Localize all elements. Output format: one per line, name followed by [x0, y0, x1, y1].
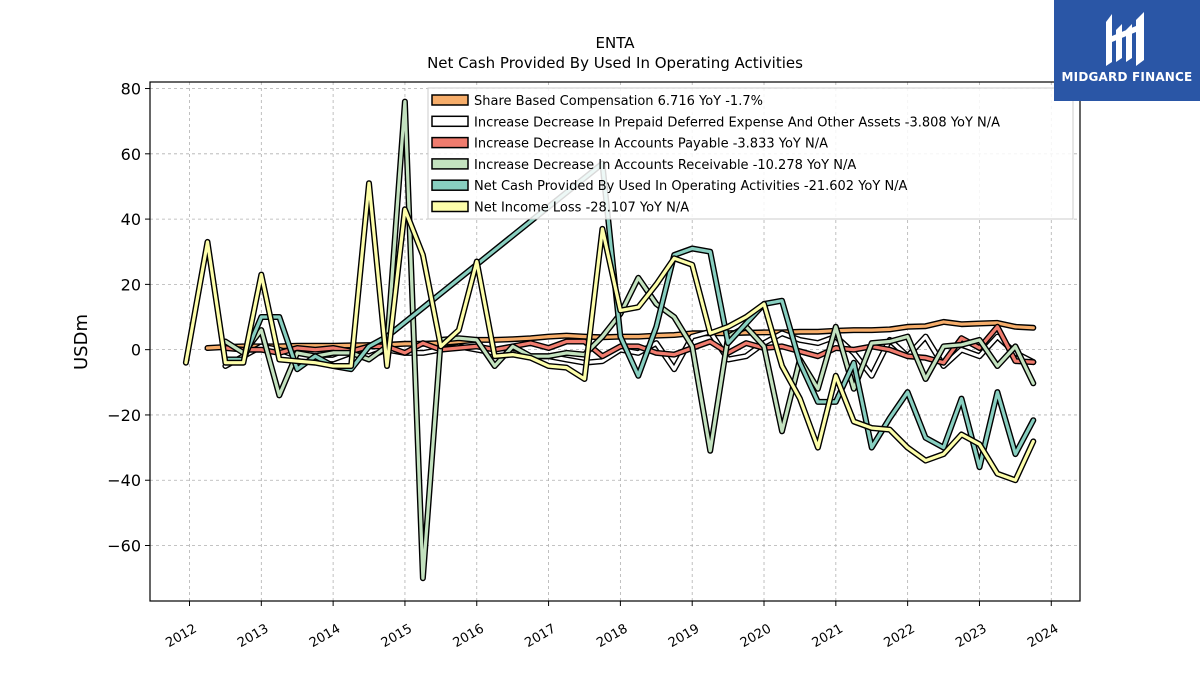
x-tick-label: 2018	[594, 621, 630, 651]
y-tick-label: 0	[131, 341, 141, 360]
chart-subtitle: Net Cash Provided By Used In Operating A…	[427, 54, 803, 72]
y-tick-label: 40	[121, 210, 141, 229]
legend-swatch	[431, 158, 469, 170]
y-tick-label: −60	[107, 537, 141, 556]
x-tick-label: 2019	[666, 621, 702, 651]
legend-box	[427, 87, 1074, 220]
series-line	[184, 181, 1035, 482]
x-tick-label: 2016	[451, 621, 487, 651]
x-tick-label: 2024	[1025, 621, 1061, 651]
legend-swatch	[431, 94, 469, 106]
brand-name: MIDGARD FINANCE	[1061, 70, 1193, 84]
legend-entry: Net Cash Provided By Used In Operating A…	[474, 179, 908, 194]
y-tick-label: 80	[121, 80, 141, 99]
brand-logo: MIDGARD FINANCE	[1054, 0, 1200, 101]
x-tick-label: 2012	[163, 621, 199, 651]
x-tick-label: 2017	[522, 621, 558, 651]
legend-entry: Net Income Loss -28.107 YoY N/A	[474, 201, 689, 216]
x-tick-label: 2015	[379, 621, 415, 651]
y-axis-label: USDm	[71, 314, 92, 370]
x-tick-label: 2022	[881, 621, 917, 651]
x-tick-label: 2023	[953, 621, 989, 651]
plot-frame	[149, 81, 1081, 602]
legend-entry: Increase Decrease In Accounts Payable -3…	[474, 137, 828, 152]
y-tick-label: 20	[121, 275, 141, 294]
legend: Share Based Compensation 6.716 YoY -1.7%…	[427, 87, 1074, 220]
x-tick-label: 2013	[235, 621, 271, 651]
legend-swatch	[431, 136, 469, 149]
x-tick-label: 2014	[307, 621, 343, 651]
legend-swatch	[431, 179, 469, 191]
y-tick-label: −20	[107, 406, 141, 425]
legend-swatch	[431, 200, 469, 213]
legend-entry: Increase Decrease In Accounts Receivable…	[474, 158, 856, 173]
legend-swatch	[431, 115, 469, 128]
chart-title: ENTA	[596, 34, 636, 52]
legend-entry: Increase Decrease In Prepaid Deferred Ex…	[474, 115, 1000, 130]
series-line	[223, 325, 1035, 365]
legend-entry: Share Based Compensation 6.716 YoY -1.7%	[474, 94, 763, 109]
logo-mark-icon	[1106, 12, 1144, 66]
x-tick-label: 2020	[738, 621, 774, 651]
x-tick-label: 2021	[810, 621, 846, 651]
y-tick-label: −40	[107, 471, 141, 490]
y-tick-label: 60	[121, 145, 141, 164]
series-layer	[182, 98, 1037, 582]
